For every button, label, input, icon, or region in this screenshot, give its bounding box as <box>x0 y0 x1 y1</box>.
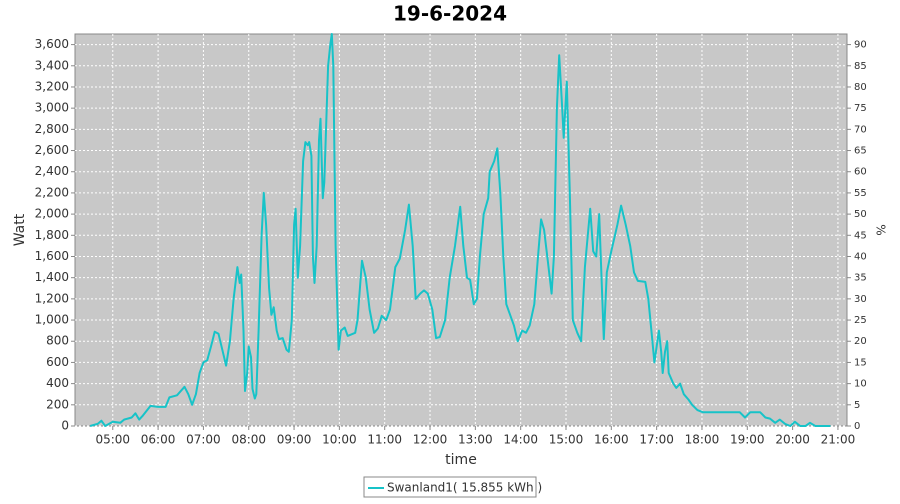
y-tick-label: 1,600 <box>35 249 69 263</box>
y-axis-label: Watt <box>12 213 28 246</box>
y2-tick-label: 40 <box>854 251 867 262</box>
x-tick-label: 20:00 <box>775 433 810 447</box>
y2-tick-label: 55 <box>854 188 867 199</box>
y-tick-label: 400 <box>46 376 69 390</box>
legend-box <box>363 476 537 498</box>
y2-tick-label: 10 <box>854 379 867 390</box>
x-tick-label: 17:00 <box>639 433 674 447</box>
y-tick-label: 2,600 <box>35 143 69 157</box>
x-tick-label: 06:00 <box>141 433 176 447</box>
x-tick-label: 08:00 <box>231 433 266 447</box>
y-tick-label: 200 <box>46 397 69 411</box>
y2-tick-label: 5 <box>854 400 860 411</box>
x-tick-label: 18:00 <box>685 433 720 447</box>
x-tick-label: 07:00 <box>186 433 221 447</box>
y2-tick-label: 80 <box>854 82 867 93</box>
y-tick-label: 2,800 <box>35 122 69 136</box>
y-tick-label: 3,400 <box>35 58 69 72</box>
y-tick-label: 3,600 <box>35 37 69 51</box>
y-tick-label: 3,000 <box>35 101 69 115</box>
legend-label: Swanland1( 15.855 kWh ) <box>387 481 542 495</box>
y-tick-label: 1,800 <box>35 228 69 242</box>
x-tick-label: 10:00 <box>322 433 357 447</box>
y-tick-label: 2,000 <box>35 207 69 221</box>
y-tick-label: 1,200 <box>35 291 69 305</box>
y2-tick-label: 20 <box>854 336 867 347</box>
y2-tick-label: 35 <box>854 273 867 284</box>
y2-tick-label: 50 <box>854 209 867 220</box>
x-tick-label: 09:00 <box>277 433 312 447</box>
y-tick-label: 1,400 <box>35 270 69 284</box>
y2-tick-label: 15 <box>854 357 867 368</box>
x-tick-label: 12:00 <box>413 433 448 447</box>
y2-tick-label: 45 <box>854 230 867 241</box>
x-tick-label: 19:00 <box>730 433 765 447</box>
y-tick-label: 1,000 <box>35 313 69 327</box>
data-line <box>89 33 831 427</box>
x-tick-label: 14:00 <box>503 433 538 447</box>
x-tick-label: 21:00 <box>821 433 856 447</box>
y2-tick-label: 30 <box>854 294 867 305</box>
y2-tick-label: 25 <box>854 315 867 326</box>
y2-tick-label: 75 <box>854 103 867 114</box>
y2-tick-label: 70 <box>854 124 867 135</box>
x-tick-label: 15:00 <box>549 433 584 447</box>
x-axis-label: time <box>445 452 477 468</box>
chart-title: 19-6-2024 <box>393 2 507 26</box>
y2-axis-label: % <box>874 224 888 235</box>
x-tick-label: 11:00 <box>367 433 402 447</box>
y-tick-label: 2,400 <box>35 164 69 178</box>
y2-tick-label: 90 <box>854 40 867 51</box>
x-tick-label: 05:00 <box>95 433 130 447</box>
y-tick-label: 2,200 <box>35 185 69 199</box>
y-tick-label: 600 <box>46 355 69 369</box>
y2-tick-label: 0 <box>854 421 860 432</box>
legend: Swanland1( 15.855 kWh ) <box>363 476 542 498</box>
y-tick-label: 800 <box>46 334 69 348</box>
y2-tick-label: 65 <box>854 146 867 157</box>
y-tick-label: 0 <box>61 419 69 433</box>
y2-tick-label: 85 <box>854 61 867 72</box>
y2-tick-label: 60 <box>854 167 867 178</box>
y-tick-label: 3,200 <box>35 79 69 93</box>
x-tick-label: 13:00 <box>458 433 493 447</box>
x-tick-label: 16:00 <box>594 433 629 447</box>
plot-area <box>74 33 848 427</box>
